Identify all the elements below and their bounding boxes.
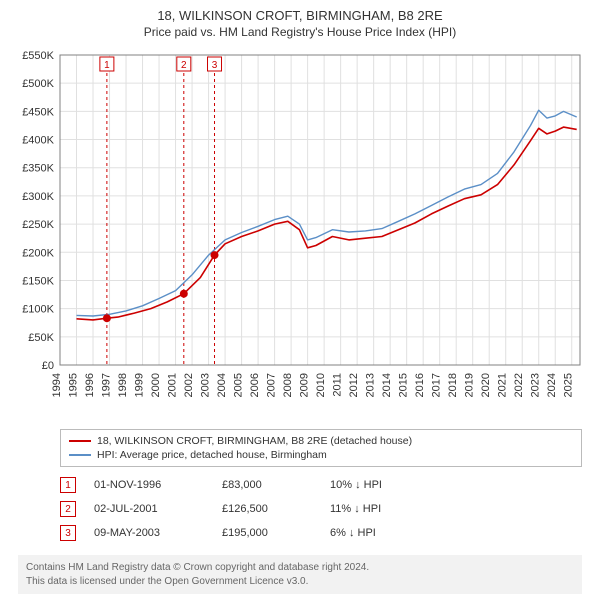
footer-line-2: This data is licensed under the Open Gov… — [26, 575, 574, 589]
svg-text:2013: 2013 — [365, 373, 377, 397]
title-sub: Price paid vs. HM Land Registry's House … — [0, 25, 600, 39]
chart-container: 18, WILKINSON CROFT, BIRMINGHAM, B8 2RE … — [0, 0, 600, 594]
svg-text:2014: 2014 — [381, 373, 393, 397]
event-marker: 3 — [60, 525, 76, 541]
event-diff: 10% ↓ HPI — [330, 479, 420, 491]
svg-text:£500K: £500K — [22, 78, 54, 90]
chart-titles: 18, WILKINSON CROFT, BIRMINGHAM, B8 2RE … — [0, 0, 600, 39]
svg-text:2017: 2017 — [431, 373, 443, 397]
svg-text:1: 1 — [104, 60, 110, 71]
svg-text:2016: 2016 — [414, 373, 426, 397]
svg-text:1994: 1994 — [51, 373, 63, 397]
svg-text:2005: 2005 — [233, 373, 245, 397]
svg-text:3: 3 — [212, 60, 218, 71]
svg-text:2004: 2004 — [216, 373, 228, 397]
svg-text:£250K: £250K — [22, 219, 54, 231]
event-date: 01-NOV-1996 — [94, 479, 204, 491]
svg-text:2019: 2019 — [464, 373, 476, 397]
event-row: 3 09-MAY-2003 £195,000 6% ↓ HPI — [60, 521, 582, 545]
svg-text:£200K: £200K — [22, 247, 54, 259]
plot-area: £0 £50K £100K £150K £200K £250K £300K £350K £400… — [0, 45, 600, 425]
event-price: £126,500 — [222, 503, 312, 515]
svg-text:£300K: £300K — [22, 191, 54, 203]
event-date: 02-JUL-2001 — [94, 503, 204, 515]
event-row: 2 02-JUL-2001 £126,500 11% ↓ HPI — [60, 497, 582, 521]
svg-text:2003: 2003 — [200, 373, 212, 397]
svg-text:2008: 2008 — [282, 373, 294, 397]
svg-text:2015: 2015 — [398, 373, 410, 397]
svg-text:2002: 2002 — [183, 373, 195, 397]
event-diff: 6% ↓ HPI — [330, 527, 420, 539]
svg-text:2009: 2009 — [299, 373, 311, 397]
svg-text:2011: 2011 — [332, 373, 344, 397]
event-date: 09-MAY-2003 — [94, 527, 204, 539]
svg-text:2020: 2020 — [480, 373, 492, 397]
chart-svg: £0 £50K £100K £150K £200K £250K £300K £350K £400… — [0, 45, 600, 425]
svg-text:1997: 1997 — [101, 373, 113, 397]
title-main: 18, WILKINSON CROFT, BIRMINGHAM, B8 2RE — [0, 8, 600, 23]
svg-text:2: 2 — [181, 60, 187, 71]
event-marker: 1 — [60, 477, 76, 493]
legend-swatch — [69, 440, 91, 442]
svg-text:£550K: £550K — [22, 50, 54, 62]
svg-text:£100K: £100K — [22, 304, 54, 316]
svg-text:2000: 2000 — [150, 373, 162, 397]
legend-label: 18, WILKINSON CROFT, BIRMINGHAM, B8 2RE … — [97, 435, 412, 447]
legend-item: 18, WILKINSON CROFT, BIRMINGHAM, B8 2RE … — [69, 434, 573, 448]
svg-text:£450K: £450K — [22, 106, 54, 118]
svg-text:2018: 2018 — [447, 373, 459, 397]
svg-text:2023: 2023 — [530, 373, 542, 397]
svg-text:1996: 1996 — [84, 373, 96, 397]
footer-note: Contains HM Land Registry data © Crown c… — [18, 555, 582, 594]
event-diff: 11% ↓ HPI — [330, 503, 420, 515]
svg-text:2024: 2024 — [546, 373, 558, 397]
events-table: 1 01-NOV-1996 £83,000 10% ↓ HPI 2 02-JUL-2001… — [60, 473, 582, 545]
svg-text:2006: 2006 — [249, 373, 261, 397]
svg-text:2025: 2025 — [563, 373, 575, 397]
svg-text:2022: 2022 — [513, 373, 525, 397]
legend: 18, WILKINSON CROFT, BIRMINGHAM, B8 2RE … — [60, 429, 582, 467]
footer-line-1: Contains HM Land Registry data © Crown c… — [26, 561, 574, 575]
svg-text:£400K: £400K — [22, 135, 54, 147]
svg-text:£150K: £150K — [22, 275, 54, 287]
event-marker: 2 — [60, 501, 76, 517]
svg-text:1998: 1998 — [117, 373, 129, 397]
svg-text:2021: 2021 — [497, 373, 509, 397]
event-price: £83,000 — [222, 479, 312, 491]
legend-label: HPI: Average price, detached house, Birm… — [97, 449, 327, 461]
svg-text:2007: 2007 — [266, 373, 278, 397]
svg-text:2010: 2010 — [315, 373, 327, 397]
svg-text:2012: 2012 — [348, 373, 360, 397]
svg-text:1995: 1995 — [68, 373, 80, 397]
svg-text:£0: £0 — [42, 360, 54, 372]
svg-text:2001: 2001 — [167, 373, 179, 397]
svg-text:1999: 1999 — [134, 373, 146, 397]
legend-item: HPI: Average price, detached house, Birm… — [69, 448, 573, 462]
event-price: £195,000 — [222, 527, 312, 539]
svg-text:£350K: £350K — [22, 163, 54, 175]
svg-text:£50K: £50K — [28, 332, 54, 344]
legend-swatch — [69, 454, 91, 456]
event-row: 1 01-NOV-1996 £83,000 10% ↓ HPI — [60, 473, 582, 497]
